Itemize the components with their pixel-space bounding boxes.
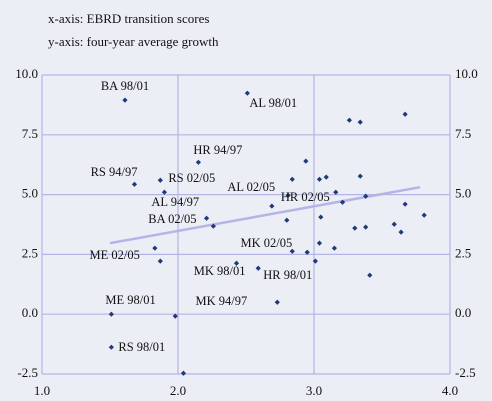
point xyxy=(108,311,114,317)
point xyxy=(255,265,261,271)
y-tick-label: 5.0 xyxy=(22,186,38,201)
point xyxy=(323,174,329,180)
point xyxy=(108,344,114,350)
point xyxy=(304,249,310,255)
point-label: ME 98/01 xyxy=(105,293,155,307)
point xyxy=(367,272,373,278)
point xyxy=(346,117,352,123)
point xyxy=(285,192,291,198)
point xyxy=(244,90,250,96)
point xyxy=(284,217,290,223)
y-tick-label: 0.0 xyxy=(22,305,38,320)
point xyxy=(233,260,240,266)
point xyxy=(421,212,427,218)
y2-tick-label: 0.0 xyxy=(455,305,471,320)
point xyxy=(316,240,323,246)
point xyxy=(269,203,275,209)
point-label: HR 02/05 xyxy=(281,190,330,204)
point-label: HR 98/01 xyxy=(263,268,312,282)
point xyxy=(274,299,280,305)
x-tick-label: 4.0 xyxy=(442,383,458,398)
x-tick-label: 2.0 xyxy=(170,383,186,398)
point xyxy=(180,370,187,376)
point xyxy=(203,215,210,221)
point-label: MK 98/01 xyxy=(194,264,246,278)
point xyxy=(363,224,369,230)
x-tick-label: 3.0 xyxy=(306,383,322,398)
point xyxy=(152,245,158,251)
y-tick-label: 2.5 xyxy=(22,245,38,260)
y2-tick-label: 2.5 xyxy=(455,245,471,260)
point xyxy=(398,229,404,235)
point-label: RS 02/05 xyxy=(168,171,215,185)
point xyxy=(357,173,363,179)
y2-tick-label: 5.0 xyxy=(455,186,471,201)
point xyxy=(331,245,337,251)
point xyxy=(357,119,363,125)
y2-tick-label: 10.0 xyxy=(455,66,478,81)
point-label: RS 98/01 xyxy=(118,340,165,354)
point-label: ME 02/05 xyxy=(90,248,140,262)
point xyxy=(402,201,408,207)
point xyxy=(316,176,323,182)
y2-tick-label: -2.5 xyxy=(455,365,476,380)
point xyxy=(312,258,318,264)
point xyxy=(131,181,138,187)
point xyxy=(318,214,324,220)
point xyxy=(333,189,339,195)
point-label: AL 94/97 xyxy=(151,195,199,209)
point-label: AL 98/01 xyxy=(249,96,297,110)
point-label: BA 98/01 xyxy=(101,79,149,93)
point xyxy=(339,199,346,205)
point-label: MK 94/97 xyxy=(196,294,248,308)
point xyxy=(289,248,295,254)
point-label: MK 02/05 xyxy=(240,236,292,250)
y2-tick-label: 7.5 xyxy=(455,126,471,141)
y-tick-label: 7.5 xyxy=(22,126,38,141)
point-label: BA 02/05 xyxy=(148,212,196,226)
point xyxy=(157,177,163,183)
annotation: x-axis: EBRD transition scores xyxy=(48,11,209,26)
point xyxy=(210,223,216,229)
y-tick-label: -2.5 xyxy=(17,365,38,380)
point xyxy=(363,193,369,199)
point xyxy=(195,159,201,165)
point xyxy=(122,97,128,103)
point xyxy=(172,313,178,319)
point xyxy=(391,221,397,227)
point xyxy=(289,176,295,182)
point xyxy=(161,189,167,195)
point-label: HR 94/97 xyxy=(193,143,242,157)
point xyxy=(402,111,408,117)
annotation: y-axis: four-year average growth xyxy=(48,34,219,49)
x-tick-label: 1.0 xyxy=(34,383,50,398)
y-tick-label: 10.0 xyxy=(15,66,38,81)
point-label: AL 02/05 xyxy=(227,180,275,194)
trend-line xyxy=(109,185,421,245)
point xyxy=(352,225,358,231)
point xyxy=(157,258,163,264)
point-label: RS 94/97 xyxy=(91,165,138,179)
point xyxy=(303,158,309,164)
